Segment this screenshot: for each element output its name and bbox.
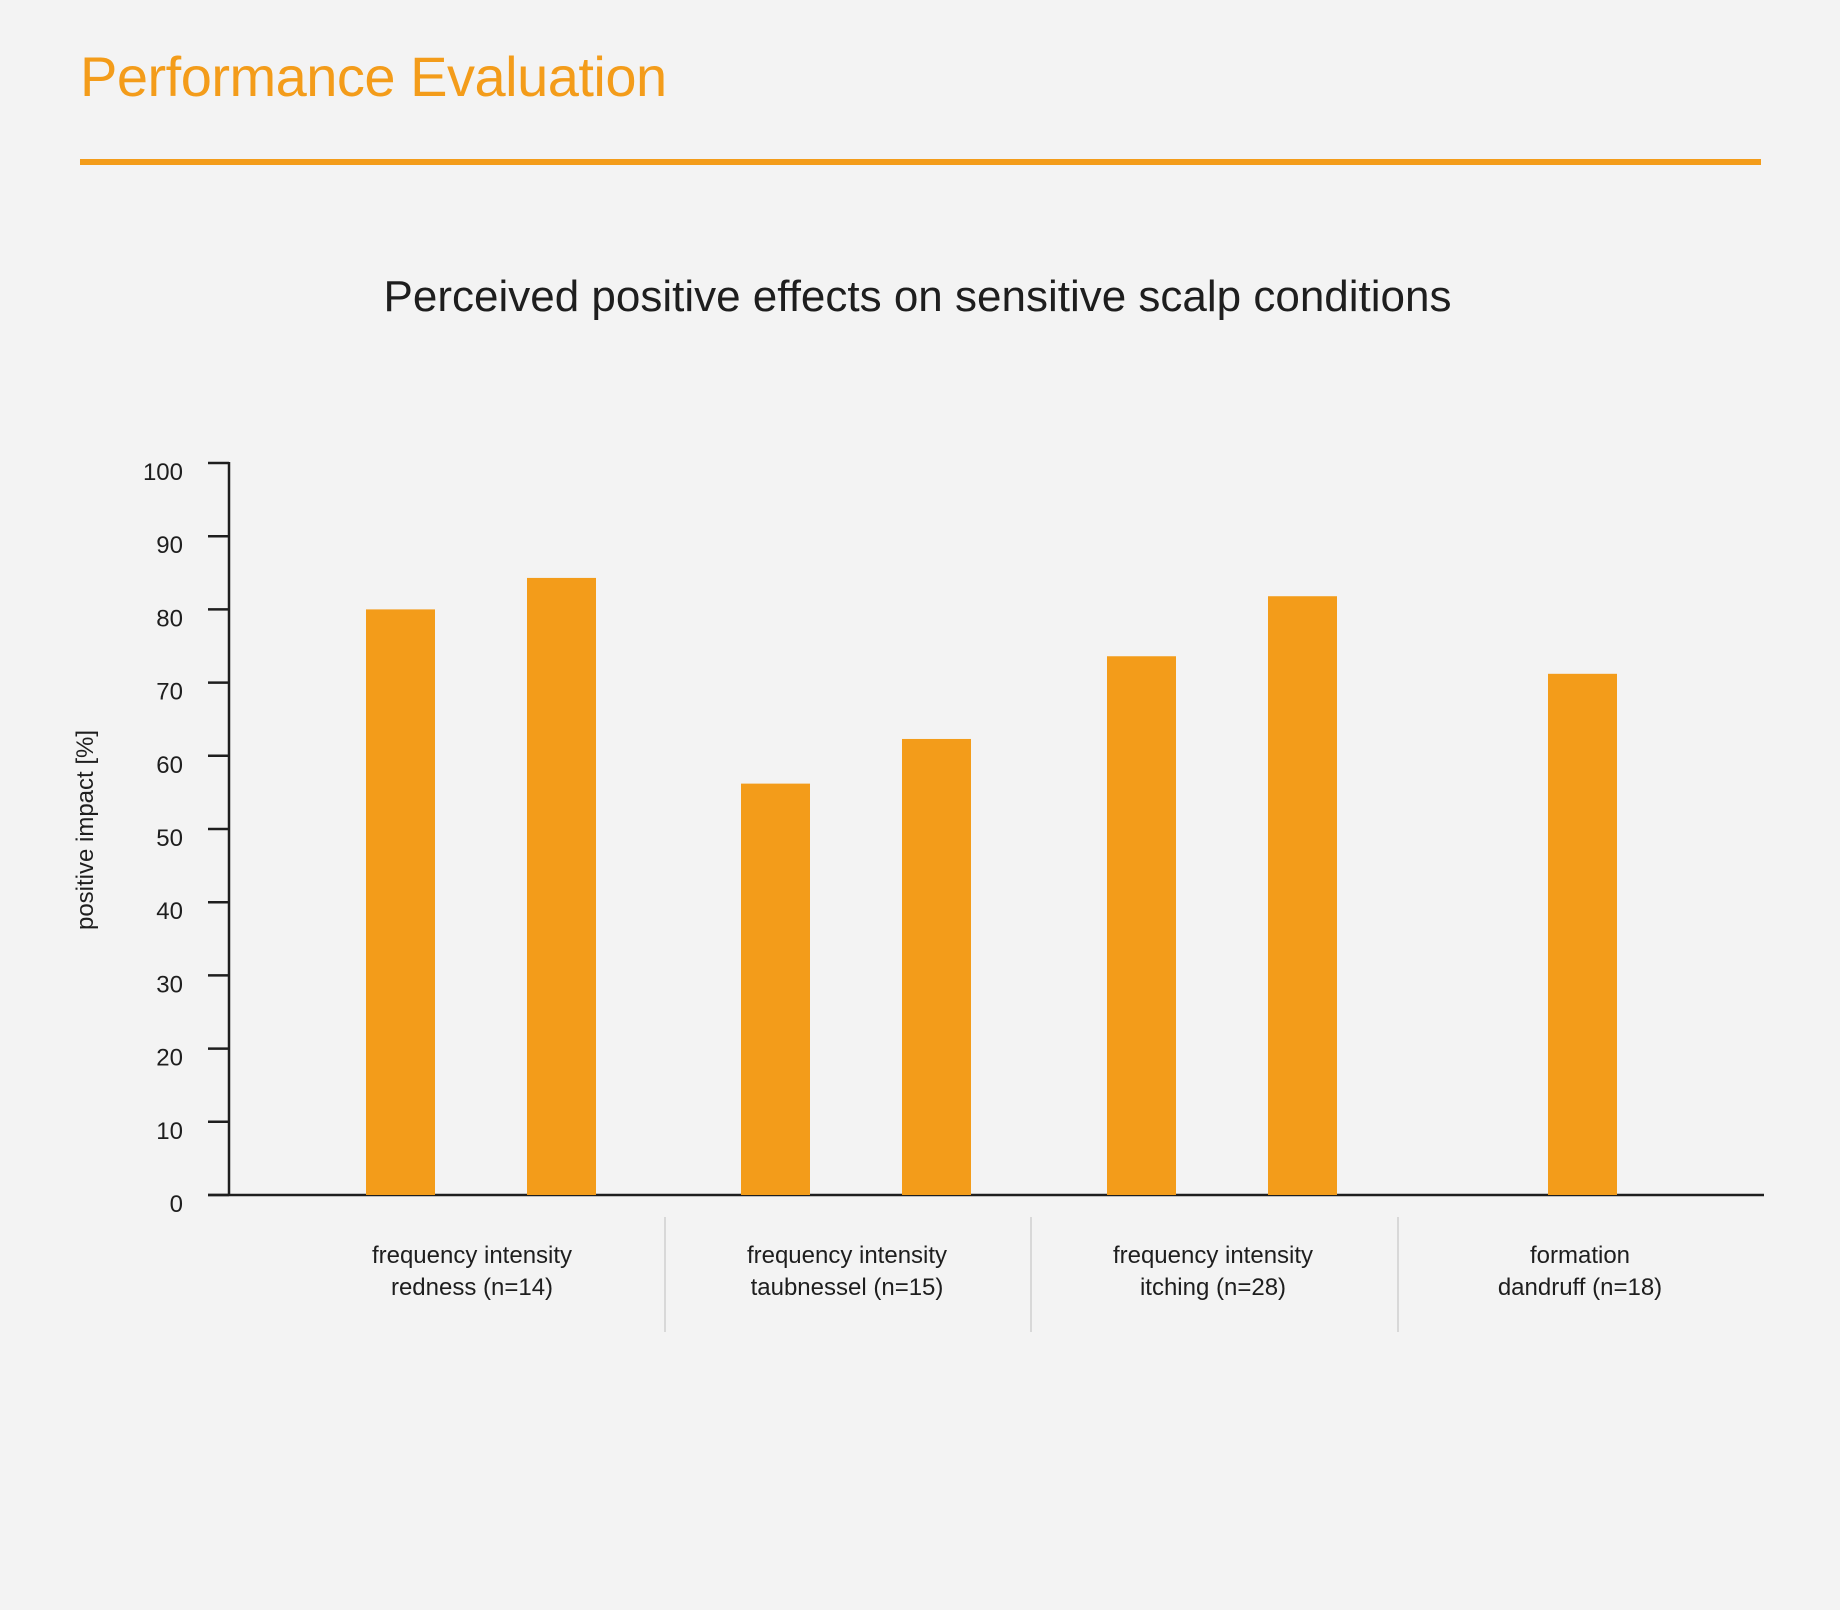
y-tick-label: 0 [170,1191,183,1218]
y-tick-label: 10 [156,1118,183,1145]
y-tick-label: 40 [156,898,183,925]
category-label: taubnessel (n=15) [751,1274,944,1301]
y-tick-label: 60 [156,752,183,779]
category-label: redness (n=14) [391,1274,553,1301]
y-tick-label: 90 [156,532,183,559]
page-title: Performance Evaluation [80,45,667,108]
bar [1107,656,1176,1195]
y-tick-label: 70 [156,679,183,706]
bar [1268,596,1337,1195]
y-tick-label: 80 [156,605,183,632]
y-tick-label: 50 [156,825,183,852]
y-tick-label: 20 [156,1045,183,1072]
y-tick-label: 100 [143,459,183,486]
bar [366,609,435,1195]
chart-title: Perceived positive effects on sensitive … [383,272,1452,321]
bar [902,738,971,1195]
bar [741,783,810,1195]
category-label: frequency intensity [1113,1242,1313,1269]
y-tick-label: 30 [156,971,183,998]
category-label: formation [1530,1242,1630,1269]
category-label: dandruff (n=18) [1498,1274,1662,1301]
title-divider [80,159,1761,165]
category-label: frequency intensity [747,1242,947,1269]
category-label: itching (n=28) [1140,1274,1286,1301]
bar [527,577,596,1195]
bar [1548,673,1617,1195]
y-axis-label: positive impact [%] [72,730,99,930]
category-label: frequency intensity [372,1242,572,1269]
